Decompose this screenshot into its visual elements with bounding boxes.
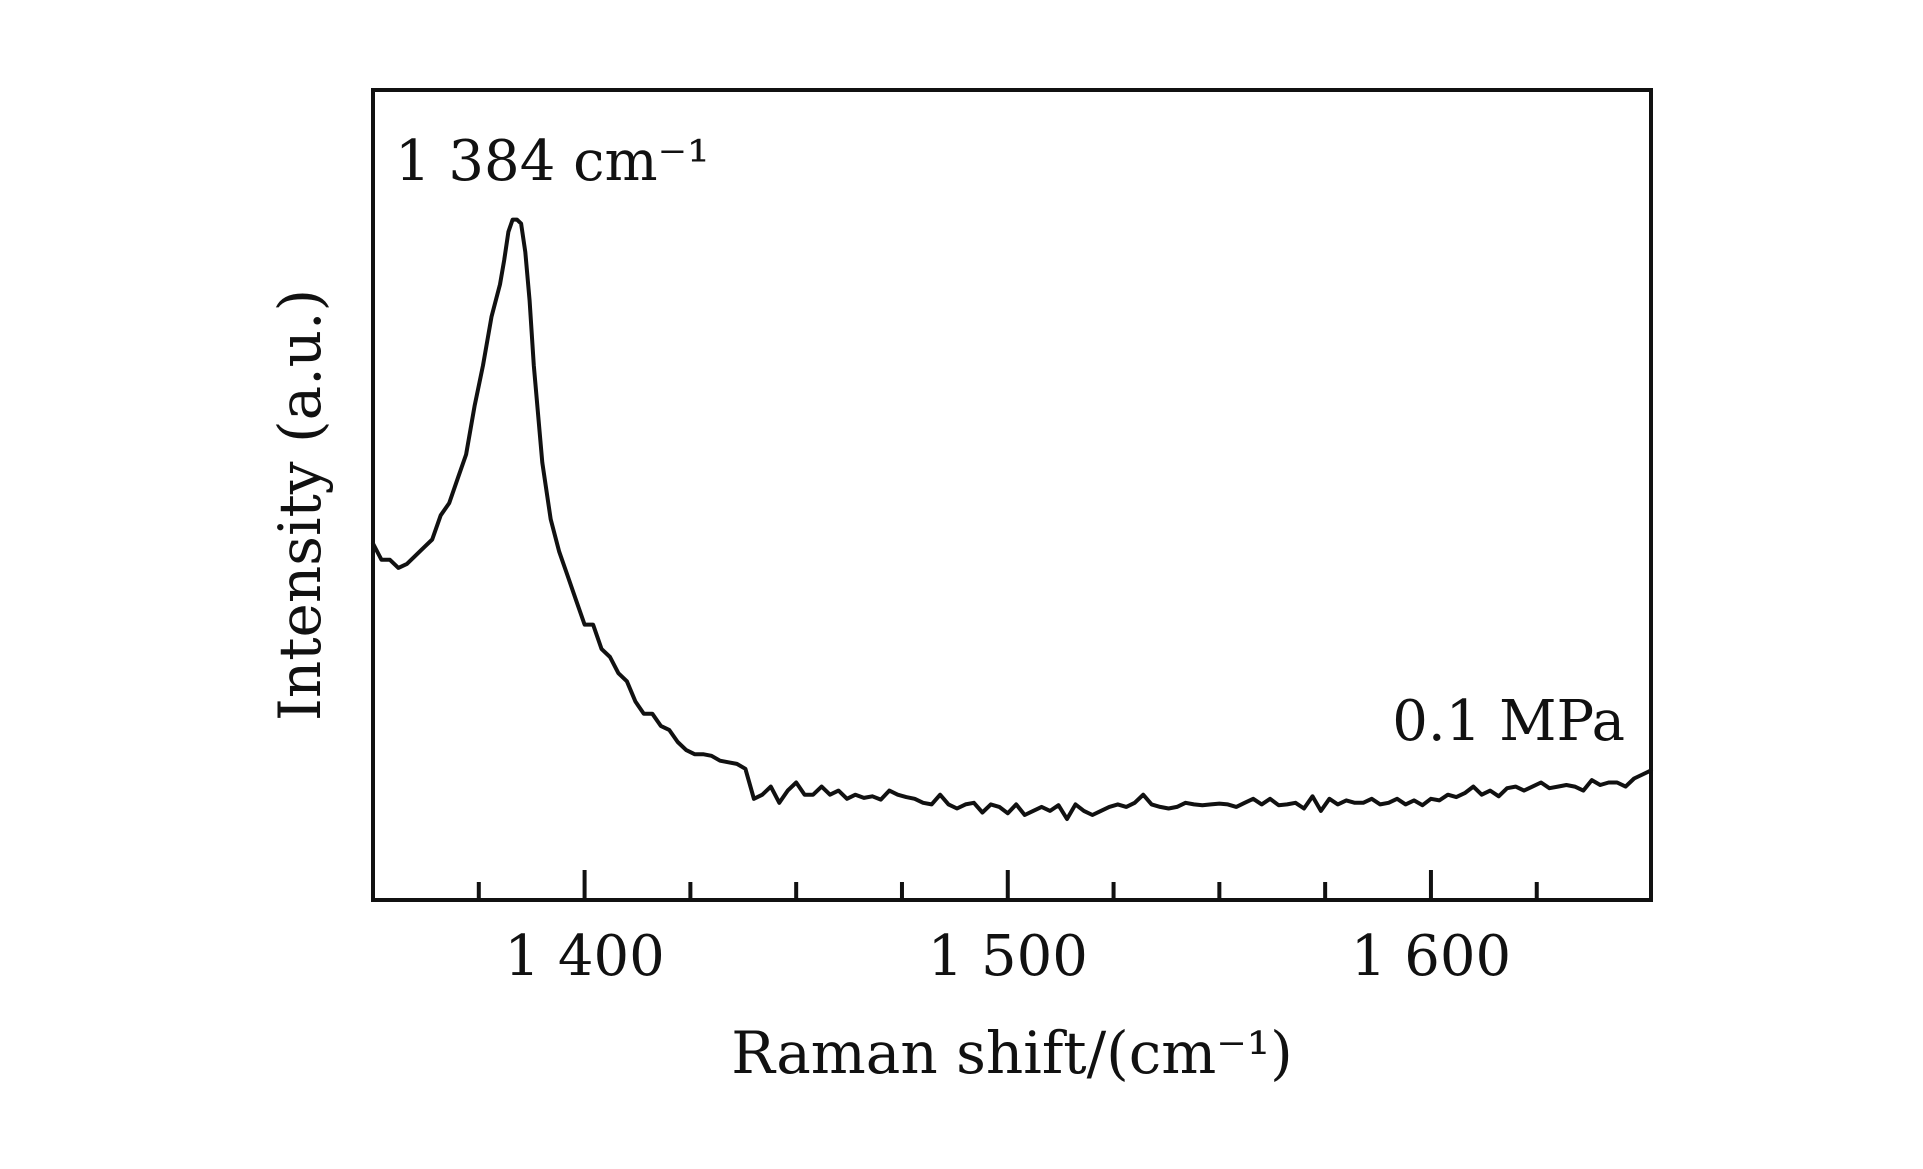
x-axis-ticks	[476, 870, 1539, 900]
pressure-annotation: 0.1 MPa	[1392, 689, 1625, 754]
x-axis-tick-labels: 1 400 1 500 1 600	[504, 924, 1511, 989]
peak-annotation: 1 384 cm⁻¹	[395, 129, 710, 194]
x-tick-label: 1 400	[504, 924, 664, 989]
x-tick-label: 1 500	[928, 924, 1088, 989]
plot-frame	[371, 88, 1653, 902]
x-axis-label: Raman shift/(cm⁻¹)	[731, 1019, 1293, 1087]
x-tick-label: 1 600	[1351, 924, 1511, 989]
spectrum-line	[371, 217, 1653, 821]
y-axis-label: Intensity (a.u.)	[266, 289, 334, 721]
